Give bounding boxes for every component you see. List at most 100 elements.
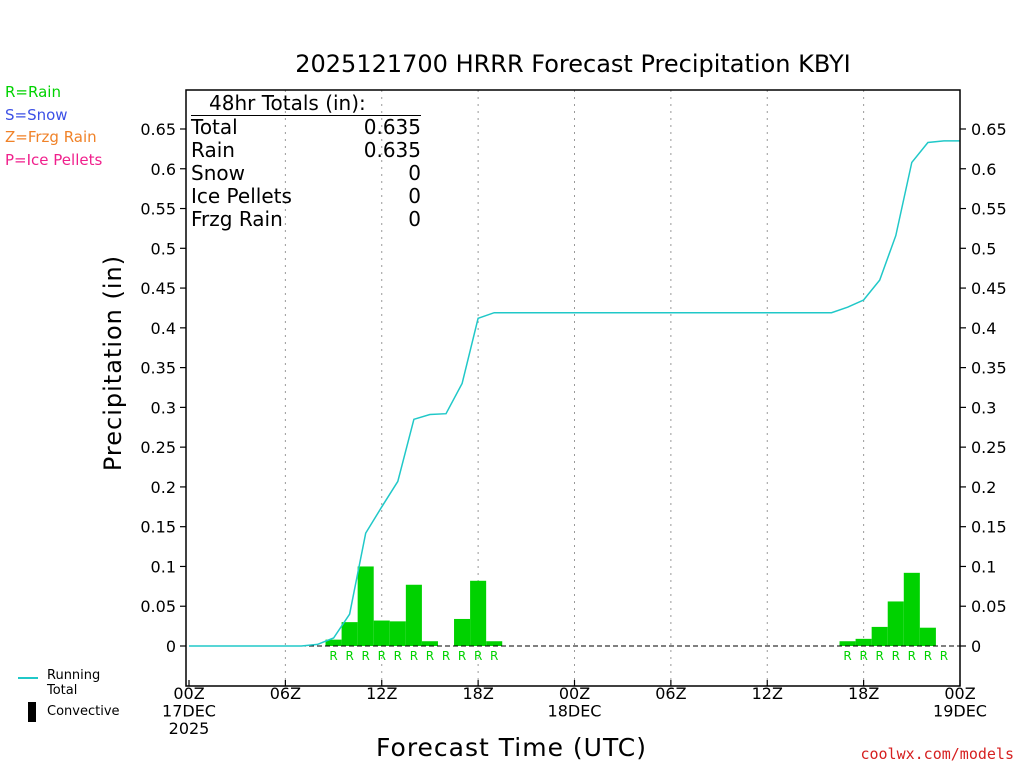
precip-type-code: R bbox=[426, 649, 434, 663]
convective-swatch bbox=[28, 702, 36, 722]
y-tick-label: 0.65 bbox=[971, 120, 1007, 139]
running-total-swatch bbox=[18, 677, 38, 679]
y-tick-label: 0.45 bbox=[140, 279, 176, 298]
x-tick-label: 06Z bbox=[655, 684, 686, 703]
precip-type-code: R bbox=[362, 649, 370, 663]
x-tick-label: 18DEC bbox=[548, 702, 602, 721]
precip-type-code: R bbox=[378, 649, 386, 663]
y-tick-label: 0.55 bbox=[140, 200, 176, 219]
precip-type-code: R bbox=[908, 649, 916, 663]
y-tick-label: 0.4 bbox=[971, 319, 996, 338]
y-tick-label: 0.4 bbox=[151, 319, 176, 338]
precip-bar bbox=[405, 584, 422, 646]
x-tick-label: 18Z bbox=[848, 684, 879, 703]
x-axis-title: Forecast Time (UTC) bbox=[376, 733, 647, 762]
y-tick-label: 0.25 bbox=[140, 438, 176, 457]
precip-type-legend: R=Rain S=Snow Z=Frzg Rain P=Ice Pellets bbox=[5, 81, 102, 171]
y-tick-label: 0.25 bbox=[971, 438, 1007, 457]
totals-row: Snow 0 bbox=[191, 162, 421, 185]
y-tick-label: 0.05 bbox=[971, 597, 1007, 616]
x-tick-label: 18Z bbox=[462, 684, 493, 703]
legend-rain: R=Rain bbox=[5, 83, 61, 101]
y-tick-label: 0.65 bbox=[140, 120, 176, 139]
y-tick-label: 0 bbox=[971, 637, 981, 656]
grid-lines bbox=[284, 90, 865, 686]
totals-header: 48hr Totals (in): bbox=[191, 92, 421, 116]
y-tick-label: 0.05 bbox=[140, 597, 176, 616]
y-tick-label: 0.1 bbox=[151, 557, 176, 576]
legend-frzg-rain: Z=Frzg Rain bbox=[5, 128, 97, 146]
y-tick-label: 0.5 bbox=[151, 239, 176, 258]
x-tick-label: 19DEC bbox=[933, 702, 987, 721]
precip-type-code: R bbox=[924, 649, 932, 663]
totals-value: 0 bbox=[408, 184, 421, 208]
chart-title: 2025121700 HRRR Forecast Precipitation K… bbox=[295, 50, 851, 78]
x-tick-label: 00Z bbox=[173, 684, 204, 703]
precip-bar bbox=[454, 618, 471, 646]
y-tick-label: 0.15 bbox=[140, 518, 176, 537]
x-tick-label: 06Z bbox=[270, 684, 301, 703]
precip-type-code: R bbox=[394, 649, 402, 663]
convective-label: Convective bbox=[47, 704, 120, 719]
y-tick-label: 0.2 bbox=[971, 478, 996, 497]
precip-type-code: R bbox=[345, 649, 353, 663]
precip-type-code: R bbox=[892, 649, 900, 663]
y-tick-label: 0.15 bbox=[971, 518, 1007, 537]
y-tick-label: 0 bbox=[166, 637, 176, 656]
precip-bar bbox=[357, 566, 374, 646]
precip-type-code: R bbox=[490, 649, 498, 663]
totals-box: 48hr Totals (in): Total 0.635 Rain 0.635 S… bbox=[191, 92, 421, 231]
precip-type-code: R bbox=[876, 649, 884, 663]
precip-bar bbox=[341, 622, 358, 646]
totals-label: Rain bbox=[191, 138, 235, 162]
totals-row: Frzg Rain 0 bbox=[191, 208, 421, 231]
y-tick-label: 0.5 bbox=[971, 239, 996, 258]
precip-type-code: R bbox=[940, 649, 948, 663]
precip-bar bbox=[470, 580, 487, 646]
precip-bars bbox=[325, 566, 936, 646]
precip-bar bbox=[421, 641, 438, 646]
legend-ice-pellets: P=Ice Pellets bbox=[5, 150, 103, 169]
precip-type-code: R bbox=[474, 649, 482, 663]
precip-bar bbox=[389, 621, 406, 646]
totals-value: 0 bbox=[408, 161, 421, 185]
precip-bar bbox=[919, 627, 936, 646]
running-total-series bbox=[189, 140, 960, 647]
precip-type-code: R bbox=[410, 649, 418, 663]
running-total-label: Running Total bbox=[47, 668, 101, 698]
totals-label: Frzg Rain bbox=[191, 207, 283, 231]
y-tick-label: 0.55 bbox=[971, 200, 1007, 219]
precip-bar bbox=[839, 641, 856, 646]
precip-bar bbox=[373, 620, 390, 646]
legend-snow: S=Snow bbox=[5, 105, 68, 124]
y-tick-label: 0.3 bbox=[151, 398, 176, 417]
x-tick-label: 00Z bbox=[559, 684, 590, 703]
totals-value: 0 bbox=[408, 207, 421, 231]
y-axis-title: Precipitation (in) bbox=[99, 254, 127, 472]
precip-bar bbox=[871, 626, 888, 646]
plot-frame bbox=[185, 89, 961, 687]
precip-type-code: R bbox=[329, 649, 337, 663]
credit-text: coolwx.com/models bbox=[860, 745, 1014, 763]
totals-row: Rain 0.635 bbox=[191, 139, 421, 162]
totals-value: 0.635 bbox=[363, 115, 421, 139]
precip-type-code: R bbox=[442, 649, 450, 663]
x-tick-label: 17DEC bbox=[162, 702, 216, 721]
totals-row: Ice Pellets 0 bbox=[191, 185, 421, 208]
totals-row: Total 0.635 bbox=[191, 116, 421, 139]
totals-value: 0.635 bbox=[363, 138, 421, 162]
x-tick-label: 00Z bbox=[944, 684, 975, 703]
x-tick-label: 2025 bbox=[169, 719, 210, 738]
totals-label: Total bbox=[191, 115, 238, 139]
y-tick-label: 0.1 bbox=[971, 557, 996, 576]
y-tick-label: 0.2 bbox=[151, 478, 176, 497]
running-total-line bbox=[189, 140, 960, 647]
y-tick-label: 0.35 bbox=[971, 359, 1007, 378]
precip-type-code: R bbox=[859, 649, 867, 663]
precip-bar bbox=[325, 639, 342, 646]
precip-type-code: R bbox=[843, 649, 851, 663]
totals-label: Ice Pellets bbox=[191, 184, 292, 208]
